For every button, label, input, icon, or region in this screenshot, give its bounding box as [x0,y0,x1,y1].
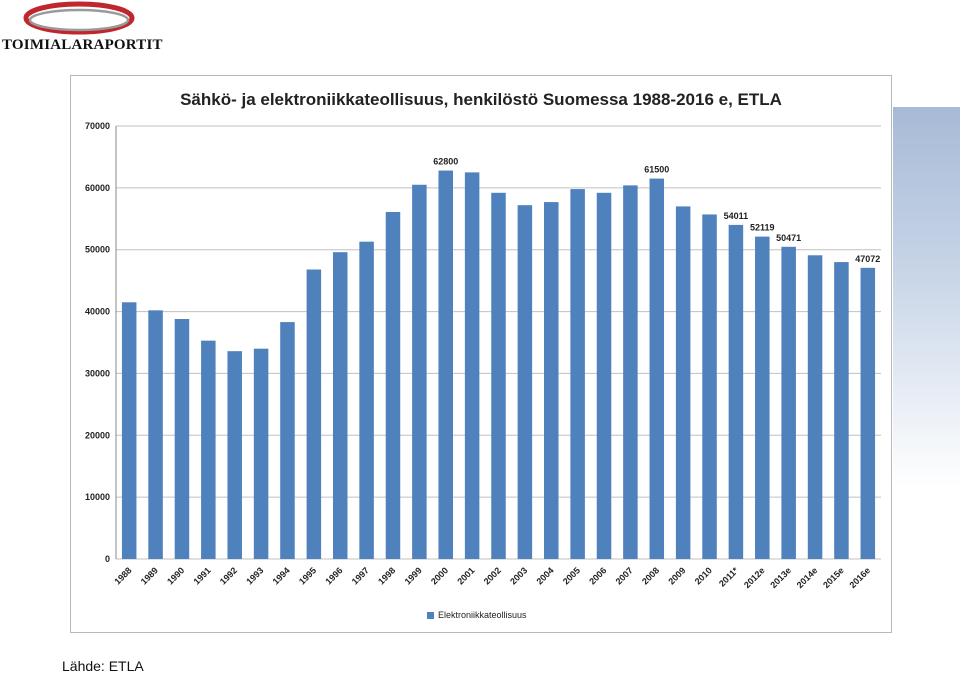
logo-swoosh-icon [23,1,135,35]
data-label: 47072 [855,254,880,264]
x-tick-label: 1988 [112,565,133,586]
chart-frame: Sähkö- ja elektroniikkateollisuus, henki… [70,75,892,633]
bar [649,178,665,559]
bar [280,322,295,559]
chart-legend: Elektroniikkateollisuus [427,610,527,620]
bar [755,236,770,559]
y-tick-label: 60000 [85,183,110,193]
data-label: 50471 [776,233,801,243]
bar [728,224,744,559]
y-tick-label: 0 [105,554,110,564]
bar [807,255,823,559]
bar [148,310,163,559]
bar [121,302,137,559]
x-tick-label: 1996 [323,565,344,586]
bar [332,252,348,559]
bar [623,185,638,559]
y-tick-label: 70000 [85,121,110,131]
logo-text: TOIMIALARAPORTIT [2,37,163,53]
data-label: 54011 [724,211,749,221]
bar [253,348,269,559]
bar [174,318,190,559]
side-gradient-decoration [893,107,960,487]
x-tick-label: 1995 [297,565,318,586]
bar [544,202,559,559]
y-tick-label: 10000 [85,492,110,502]
data-label: 52119 [750,223,775,233]
legend-swatch [427,611,434,619]
x-tick-label: 2002 [482,565,503,586]
x-tick-label: 2003 [508,565,529,586]
x-tick-label: 2016e [847,565,872,590]
x-tick-label: 1999 [403,565,424,586]
x-tick-label: 1997 [350,565,371,586]
x-tick-label: 1989 [139,565,160,586]
bar [834,262,849,559]
x-tick-label: 2007 [614,565,635,586]
bar-chart: 0 10000 20000 30000 40000 50000 60000 70000 1988… [85,121,881,590]
x-tick-label: 2011* [717,565,741,589]
bar [438,170,453,559]
y-tick-label: 20000 [85,430,110,440]
x-tick-label: 2008 [640,565,661,586]
bar [781,246,796,559]
toimialaraportit-logo: TOIMIALARAPORTIT [0,0,163,56]
x-tick-label: 2014e [795,565,820,590]
x-tick-label: 1998 [376,565,397,586]
bar [464,172,480,559]
x-tick-label: 2004 [534,565,555,586]
x-tick-label: 2009 [666,565,687,586]
bar [596,192,612,559]
bar [702,214,717,559]
bar [675,206,691,559]
x-tick-label: 2000 [429,565,450,586]
data-label: 61500 [644,165,669,175]
bar [201,340,216,559]
bar [227,351,242,559]
source-note: Lähde: ETLA [62,658,144,674]
x-tick-label: 2006 [587,565,608,586]
bar [860,267,876,559]
bar [359,241,374,559]
x-tick-label: 2001 [455,565,476,586]
data-label: 62800 [433,157,458,167]
x-tick-label: 1990 [165,565,186,586]
bar [412,184,427,559]
bar [491,192,506,559]
x-tick-label: 2015e [821,565,846,590]
x-tick-label: 1991 [192,565,213,586]
y-tick-label: 40000 [85,307,110,317]
bar [517,205,533,560]
x-tick-label: 1992 [218,565,239,586]
x-tick-label: 2010 [693,565,714,586]
x-tick-label: 1993 [244,565,265,586]
x-tick-label: 2012e [742,565,767,590]
y-tick-label: 30000 [85,368,110,378]
x-tick-label: 2013e [768,565,793,590]
bar [385,211,401,559]
chart-title: Sähkö- ja elektroniikkateollisuus, henki… [180,90,782,109]
y-tick-label: 50000 [85,245,110,255]
bar [306,269,322,559]
bar [570,189,585,559]
legend-label: Elektroniikkateollisuus [438,610,527,620]
x-tick-label: 2005 [561,565,582,586]
x-tick-label: 1994 [271,565,292,586]
